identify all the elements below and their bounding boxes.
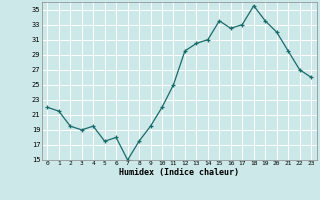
- X-axis label: Humidex (Indice chaleur): Humidex (Indice chaleur): [119, 168, 239, 177]
